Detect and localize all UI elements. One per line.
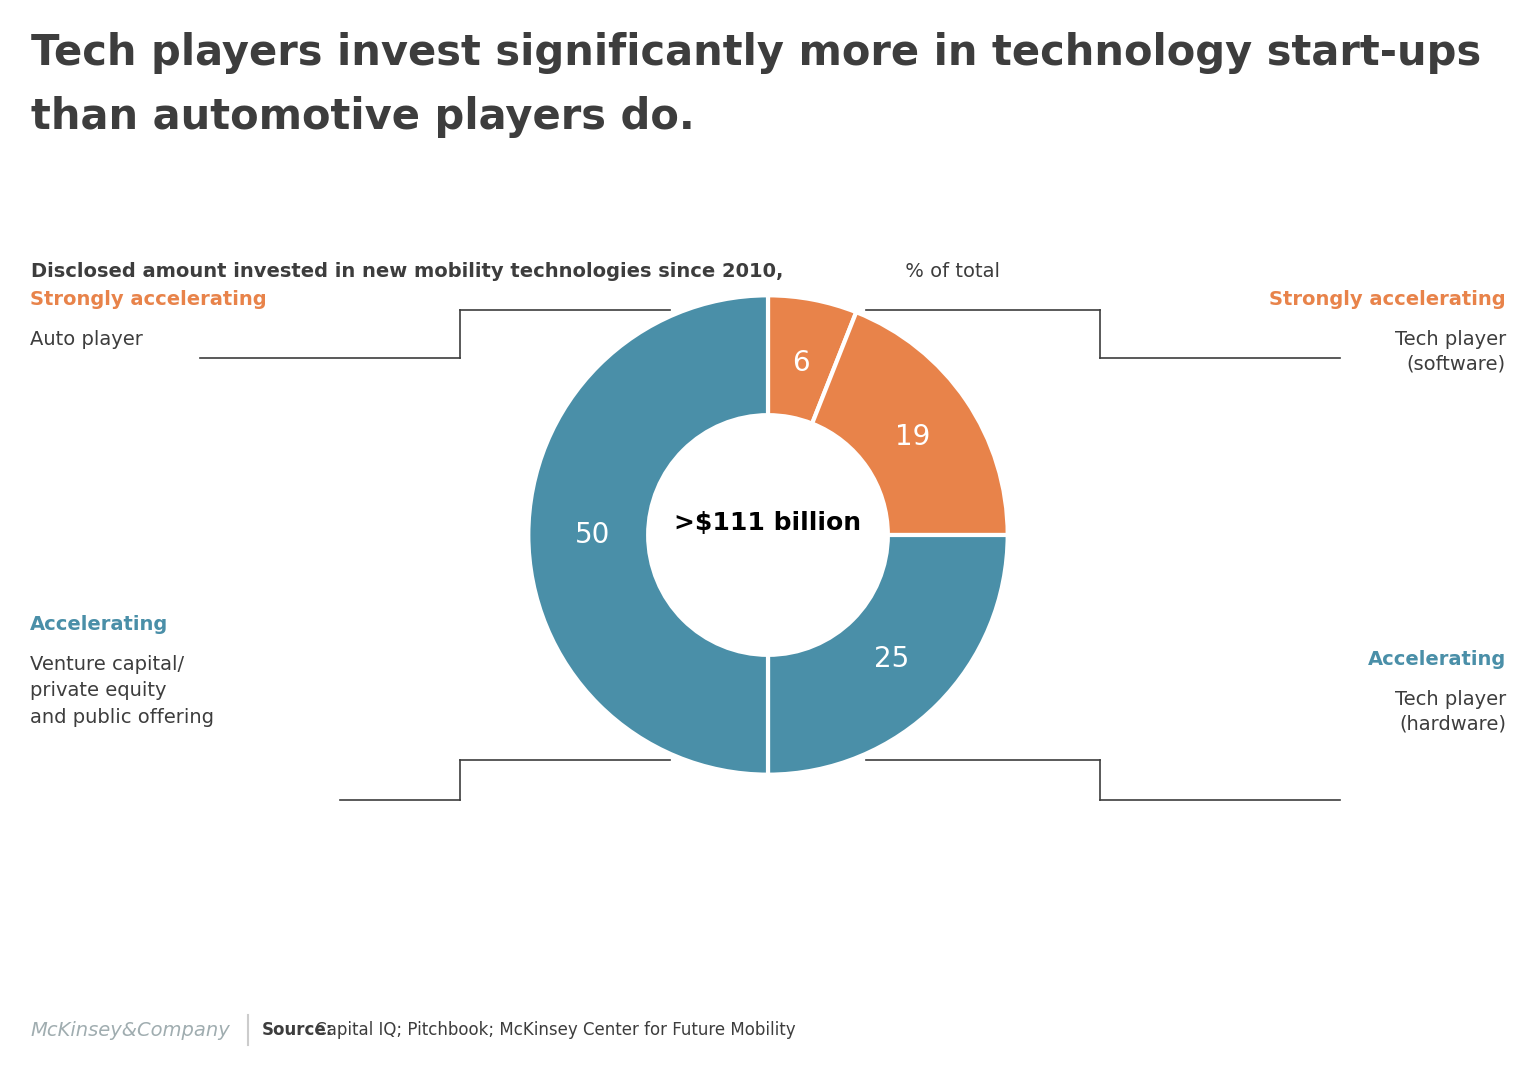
- Text: Capital IQ; Pitchbook; McKinsey Center for Future Mobility: Capital IQ; Pitchbook; McKinsey Center f…: [310, 1021, 796, 1039]
- Text: Accelerating: Accelerating: [1367, 649, 1505, 669]
- Text: 25: 25: [874, 645, 909, 673]
- Text: Accelerating: Accelerating: [31, 615, 169, 635]
- Text: Strongly accelerating: Strongly accelerating: [31, 290, 267, 309]
- Text: Strongly accelerating: Strongly accelerating: [1269, 290, 1505, 309]
- Wedge shape: [768, 535, 1008, 775]
- Text: Tech players invest significantly more in technology start-ups: Tech players invest significantly more i…: [31, 32, 1481, 74]
- Text: McKinsey&Company: McKinsey&Company: [31, 1021, 230, 1039]
- Text: >$111 billion: >$111 billion: [674, 511, 862, 535]
- Text: 6: 6: [793, 349, 809, 377]
- Text: % of total: % of total: [899, 262, 1000, 281]
- Text: Venture capital/
private equity
and public offering: Venture capital/ private equity and publ…: [31, 655, 214, 727]
- Text: Auto player: Auto player: [31, 330, 143, 349]
- Text: Tech player
(software): Tech player (software): [1395, 330, 1505, 374]
- Text: Tech player
(hardware): Tech player (hardware): [1395, 690, 1505, 734]
- Wedge shape: [813, 312, 1008, 535]
- Text: 19: 19: [895, 423, 931, 450]
- Text: Disclosed amount invested in new mobility technologies since 2010,: Disclosed amount invested in new mobilit…: [31, 262, 783, 281]
- Text: than automotive players do.: than automotive players do.: [31, 96, 694, 138]
- Text: Source:: Source:: [263, 1021, 333, 1039]
- Wedge shape: [768, 295, 856, 424]
- Wedge shape: [528, 295, 768, 775]
- Text: 50: 50: [576, 521, 611, 549]
